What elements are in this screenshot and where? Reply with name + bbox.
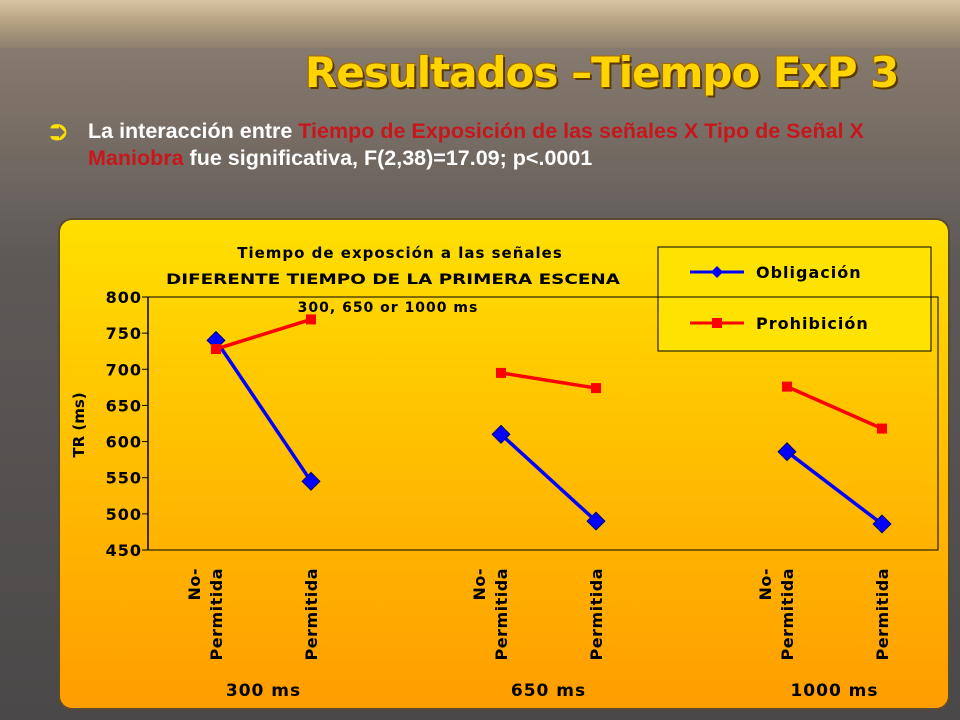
y-tick-label: 500: [106, 505, 142, 524]
y-tick-label: 550: [106, 469, 142, 488]
legend-prohibicion-marker: [712, 318, 722, 328]
data-point-obligacion: [491, 424, 511, 444]
bullet-text-before: La interacción entre: [88, 119, 299, 143]
series-line-prohibicion: [500, 371, 597, 390]
bullet-text: La interacción entre Tiempo de Exposició…: [88, 118, 950, 172]
slide-title: Resultados –Tiempo ExP 3: [305, 48, 899, 97]
chart-panel: Tiempo de exposción a las señales DIFERE…: [58, 218, 950, 710]
data-point-obligacion: [586, 511, 606, 531]
category-label-line2: Permitida: [492, 568, 511, 661]
bullet-text-after: fue significativa, F(2,38)=17.09; p<.000…: [183, 146, 593, 170]
y-axis-label: TR (ms): [70, 392, 88, 457]
line-chart: Tiempo de exposción a las señales DIFERE…: [70, 244, 939, 701]
group-label: 650 ms: [511, 681, 586, 701]
data-point-prohibicion: [306, 314, 316, 325]
category-label-line1: No-: [185, 568, 204, 601]
y-tick-label: 600: [106, 433, 142, 452]
bullet-highlight: Tiempo de Exposición de las señales X Ti…: [88, 119, 864, 170]
category-label-line1: No-: [470, 568, 489, 601]
curved-arrow-bullet-icon: ⮊: [50, 121, 67, 146]
series-line-obligacion: [214, 339, 313, 483]
data-point-prohibicion: [877, 423, 887, 434]
y-tick-label: 450: [106, 541, 142, 560]
chart-title: Tiempo de exposción a las señales: [237, 244, 563, 262]
series-line-prohibicion: [215, 317, 312, 351]
y-tick-label: 800: [106, 288, 142, 307]
chart-subtitle: DIFERENTE TIEMPO DE LA PRIMERA ESCENA: [166, 272, 620, 288]
bullet-point: ⮊ La interacción entre Tiempo de Exposic…: [50, 118, 950, 172]
group-label: 1000 ms: [790, 681, 878, 701]
legend-prohibicion-label: Prohibición: [756, 314, 869, 333]
data-point-obligacion: [301, 471, 321, 491]
series-line-prohibicion: [786, 385, 883, 431]
series-line-obligacion: [499, 433, 598, 523]
y-tick-label: 750: [106, 324, 142, 343]
category-label: Permitida: [873, 568, 892, 661]
legend-box: [657, 246, 932, 352]
data-point-prohibicion: [211, 344, 221, 355]
y-tick-label: 650: [106, 396, 142, 415]
legend-obligacion-marker: [711, 266, 723, 278]
legend-obligacion-label: Obligación: [756, 263, 862, 282]
category-label-line2: Permitida: [207, 568, 226, 661]
group-label: 300 ms: [226, 681, 301, 701]
data-point-prohibicion: [782, 381, 792, 392]
top-decorative-band: [0, 0, 960, 48]
data-point-prohibicion: [496, 367, 506, 378]
chart-annotation: 300, 650 or 1000 ms: [298, 300, 479, 316]
y-tick-label: 700: [106, 360, 142, 379]
series-line-obligacion: [785, 450, 884, 526]
category-label-line1: No-: [756, 568, 775, 601]
data-point-prohibicion: [591, 383, 601, 394]
category-label: Permitida: [302, 568, 321, 661]
data-point-obligacion: [777, 442, 797, 462]
category-label-line2: Permitida: [778, 568, 797, 661]
data-point-obligacion: [872, 514, 892, 534]
category-label: Permitida: [587, 568, 606, 661]
